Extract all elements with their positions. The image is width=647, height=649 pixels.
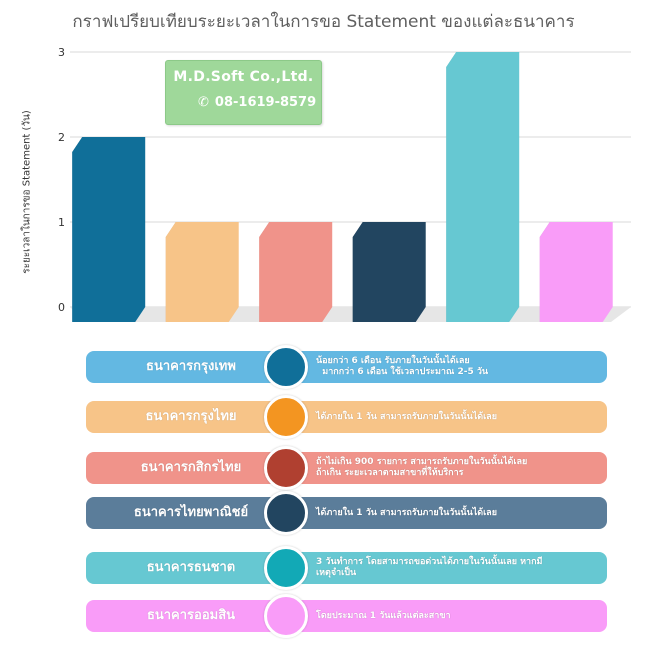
- bank-color-dot: [264, 395, 308, 439]
- bank-description-line: ถ้าเกิน ระยะเวลาตามสาขาที่ให้บริการ: [316, 468, 464, 478]
- y-tick-label: 0: [58, 301, 65, 314]
- phone-icon: ✆: [198, 95, 209, 110]
- bar-face: [259, 222, 333, 322]
- bank-description-line: เหตุจำเป็น: [316, 568, 357, 578]
- bank-name: ธนาคารธนชาต: [146, 560, 236, 575]
- bank-name: ธนาคารไทยพาณิชย์: [133, 505, 249, 520]
- bar-face: [446, 52, 520, 322]
- bank-description: ได้ภายใน 1 วัน สามารถรับภายในวันนั้นได้เ…: [316, 497, 596, 529]
- bar: [72, 137, 146, 322]
- bar: [259, 222, 333, 322]
- bank-row: ธนาคารกรุงไทย ได้ภายใน 1 วัน สามารถรับภาย…: [86, 395, 607, 439]
- bank-row: ธนาคารไทยพาณิชย์ ได้ภายใน 1 วัน สามารถรับ…: [86, 491, 607, 535]
- y-tick-label: 3: [58, 46, 65, 59]
- bar-face: [165, 222, 239, 322]
- bar-face: [539, 222, 613, 322]
- bar-chart: 0 1 2 3: [58, 46, 631, 322]
- bar: [352, 222, 426, 322]
- bank-description-line: ถ้าไม่เกิน 900 รายการ สามารถรับภายในวันน…: [316, 457, 528, 467]
- bank-description-line: โดยประมาณ 1 วันแล้วแต่ละสาขา: [316, 610, 451, 621]
- bank-description-line: น้อยกว่า 6 เดือน รับภายในวันนั้นได้เลย: [316, 356, 470, 366]
- bank-color-dot: [264, 491, 308, 535]
- bank-color-dot: [264, 345, 308, 389]
- bank-row: ธนาคารออมสิน โดยประมาณ 1 วันแล้วแต่ละสาขา: [86, 594, 607, 638]
- bank-name: ธนาคารกรุงเทพ: [146, 359, 236, 374]
- bar: [539, 222, 613, 322]
- y-tick-label: 1: [58, 216, 65, 229]
- watermark-phone: 08-1619-8579: [214, 95, 317, 110]
- bar: [446, 52, 520, 322]
- bank-description: 3 วันทำการ โดยสามารถขอด่วนได้ภายในวันนั้…: [316, 552, 596, 584]
- bank-description: ถ้าไม่เกิน 900 รายการ สามารถรับภายในวันน…: [316, 452, 596, 484]
- bank-color-dot: [264, 546, 308, 590]
- bar: [165, 222, 239, 322]
- bar-face: [352, 222, 426, 322]
- bank-description-line: 3 วันทำการ โดยสามารถขอด่วนได้ภายในวันนั้…: [316, 557, 543, 567]
- bank-description-line: ได้ภายใน 1 วัน สามารถรับภายในวันนั้นได้เ…: [316, 411, 497, 422]
- bank-color-dot: [264, 446, 308, 490]
- y-tick-label: 2: [58, 131, 65, 144]
- bank-name: ธนาคารออมสิน: [146, 608, 236, 623]
- bank-name: ธนาคารกสิกรไทย: [140, 460, 242, 475]
- watermark-company: M.D.Soft Co.,Ltd.: [173, 69, 314, 85]
- bar-face: [72, 137, 146, 322]
- bank-description: ได้ภายใน 1 วัน สามารถรับภายในวันนั้นได้เ…: [316, 401, 596, 433]
- bank-description: น้อยกว่า 6 เดือน รับภายในวันนั้นได้เลย ม…: [316, 351, 596, 383]
- bank-name: ธนาคารกรุงไทย: [145, 409, 237, 424]
- bank-row: ธนาคารกสิกรไทย ถ้าไม่เกิน 900 รายการ สามา…: [86, 446, 607, 490]
- bank-row: ธนาคารธนชาต 3 วันทำการ โดยสามารถขอด่วนได้…: [86, 546, 607, 590]
- bank-description-line: มากกว่า 6 เดือน ใช้เวลาประมาณ 2-5 วัน: [316, 367, 489, 377]
- bank-color-dot: [264, 594, 308, 638]
- watermark-box: M.D.Soft Co.,Ltd. ✆ 08-1619-8579: [165, 60, 322, 125]
- bank-description-line: ได้ภายใน 1 วัน สามารถรับภายในวันนั้นได้เ…: [316, 507, 497, 518]
- watermark-phone-row: ✆ 08-1619-8579: [198, 95, 316, 110]
- bank-row: ธนาคารกรุงเทพ น้อยกว่า 6 เดือน รับภายในวั…: [86, 345, 607, 389]
- bank-description: โดยประมาณ 1 วันแล้วแต่ละสาขา: [316, 600, 596, 632]
- chart-title: กราฟเปรียบเทียบระยะเวลาในการขอ Statement…: [72, 12, 575, 32]
